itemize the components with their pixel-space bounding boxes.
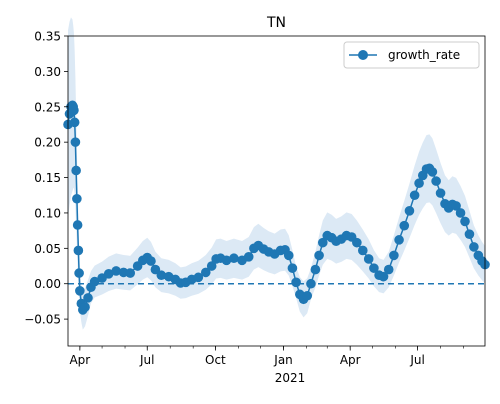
data-point (455, 208, 466, 218)
legend-marker-swatch (358, 50, 368, 60)
x-tick-label: Jan (273, 353, 293, 367)
data-point (409, 190, 420, 201)
data-point (125, 268, 136, 278)
data-point (206, 261, 217, 271)
y-tick-label: 0.15 (34, 171, 61, 185)
data-point (357, 245, 368, 256)
data-point (75, 285, 85, 296)
data-point (399, 220, 410, 231)
data-point (221, 255, 232, 266)
data-point (89, 276, 100, 287)
y-tick-label: −0.05 (24, 313, 61, 327)
data-point (71, 165, 81, 176)
data-point (464, 229, 475, 239)
x-tick-label: Jul (409, 353, 424, 367)
data-point (306, 278, 316, 289)
confidence-band-layer (68, 17, 485, 330)
data-point (103, 269, 114, 279)
y-tick-label: 0.20 (34, 136, 61, 150)
data-point (156, 270, 167, 281)
data-point (383, 264, 394, 275)
data-point (317, 237, 328, 248)
data-point (193, 272, 204, 283)
data-point (291, 277, 301, 288)
data-point (74, 268, 84, 278)
x-year-label: 2021 (275, 371, 306, 385)
y-tick-label: 0.30 (34, 65, 61, 79)
data-point (394, 235, 404, 245)
data-point (69, 117, 80, 128)
x-tick-label: Apr (69, 353, 90, 367)
data-point (431, 176, 441, 186)
legend-label: growth_rate (388, 48, 460, 62)
data-point (302, 290, 313, 301)
data-point (73, 245, 84, 256)
data-point (389, 250, 399, 261)
y-axis: −0.05 0.00 0.05 0.10 0.15 0.20 0.25 0.30 0.35 (24, 30, 68, 327)
chart-title: TN (266, 15, 286, 31)
data-point (111, 266, 121, 276)
y-tick-label: 0.10 (34, 206, 61, 220)
plot-frame (67, 35, 486, 347)
data-point (378, 271, 389, 282)
y-tick-label: 0.00 (34, 277, 61, 291)
confidence-band (68, 17, 485, 330)
data-point (352, 237, 362, 248)
x-tick-label: Apr (340, 353, 361, 367)
data-point (70, 137, 81, 147)
legend: growth_rate (343, 41, 480, 69)
y-tick-label: 0.35 (34, 30, 61, 44)
x-tick-label: Oct (205, 353, 226, 367)
data-point (310, 264, 321, 275)
data-point (243, 252, 254, 262)
data-point (69, 105, 79, 116)
data-point (451, 201, 461, 211)
data-point (287, 263, 298, 273)
data-point (229, 253, 239, 264)
data-point (363, 254, 374, 264)
x-tick-label: Jul (139, 353, 154, 367)
data-point (146, 256, 156, 266)
series-point-layer (63, 100, 490, 315)
x-axis: Apr Jul Oct Jan Apr Jul (69, 346, 464, 367)
data-point (150, 264, 161, 275)
data-point (314, 250, 324, 261)
data-point (72, 193, 82, 204)
y-tick-label: 0.25 (34, 100, 61, 114)
legend-box (343, 41, 480, 69)
data-point (460, 216, 470, 227)
data-point (404, 206, 415, 216)
data-point (414, 178, 424, 189)
data-point (469, 242, 479, 252)
data-point (427, 167, 438, 177)
data-point (369, 263, 379, 273)
data-point (80, 302, 90, 312)
y-tick-label: 0.05 (34, 242, 61, 256)
data-point (200, 267, 211, 278)
data-point (283, 250, 294, 261)
data-point (83, 293, 93, 303)
data-point (435, 188, 446, 198)
data-point (72, 220, 83, 230)
